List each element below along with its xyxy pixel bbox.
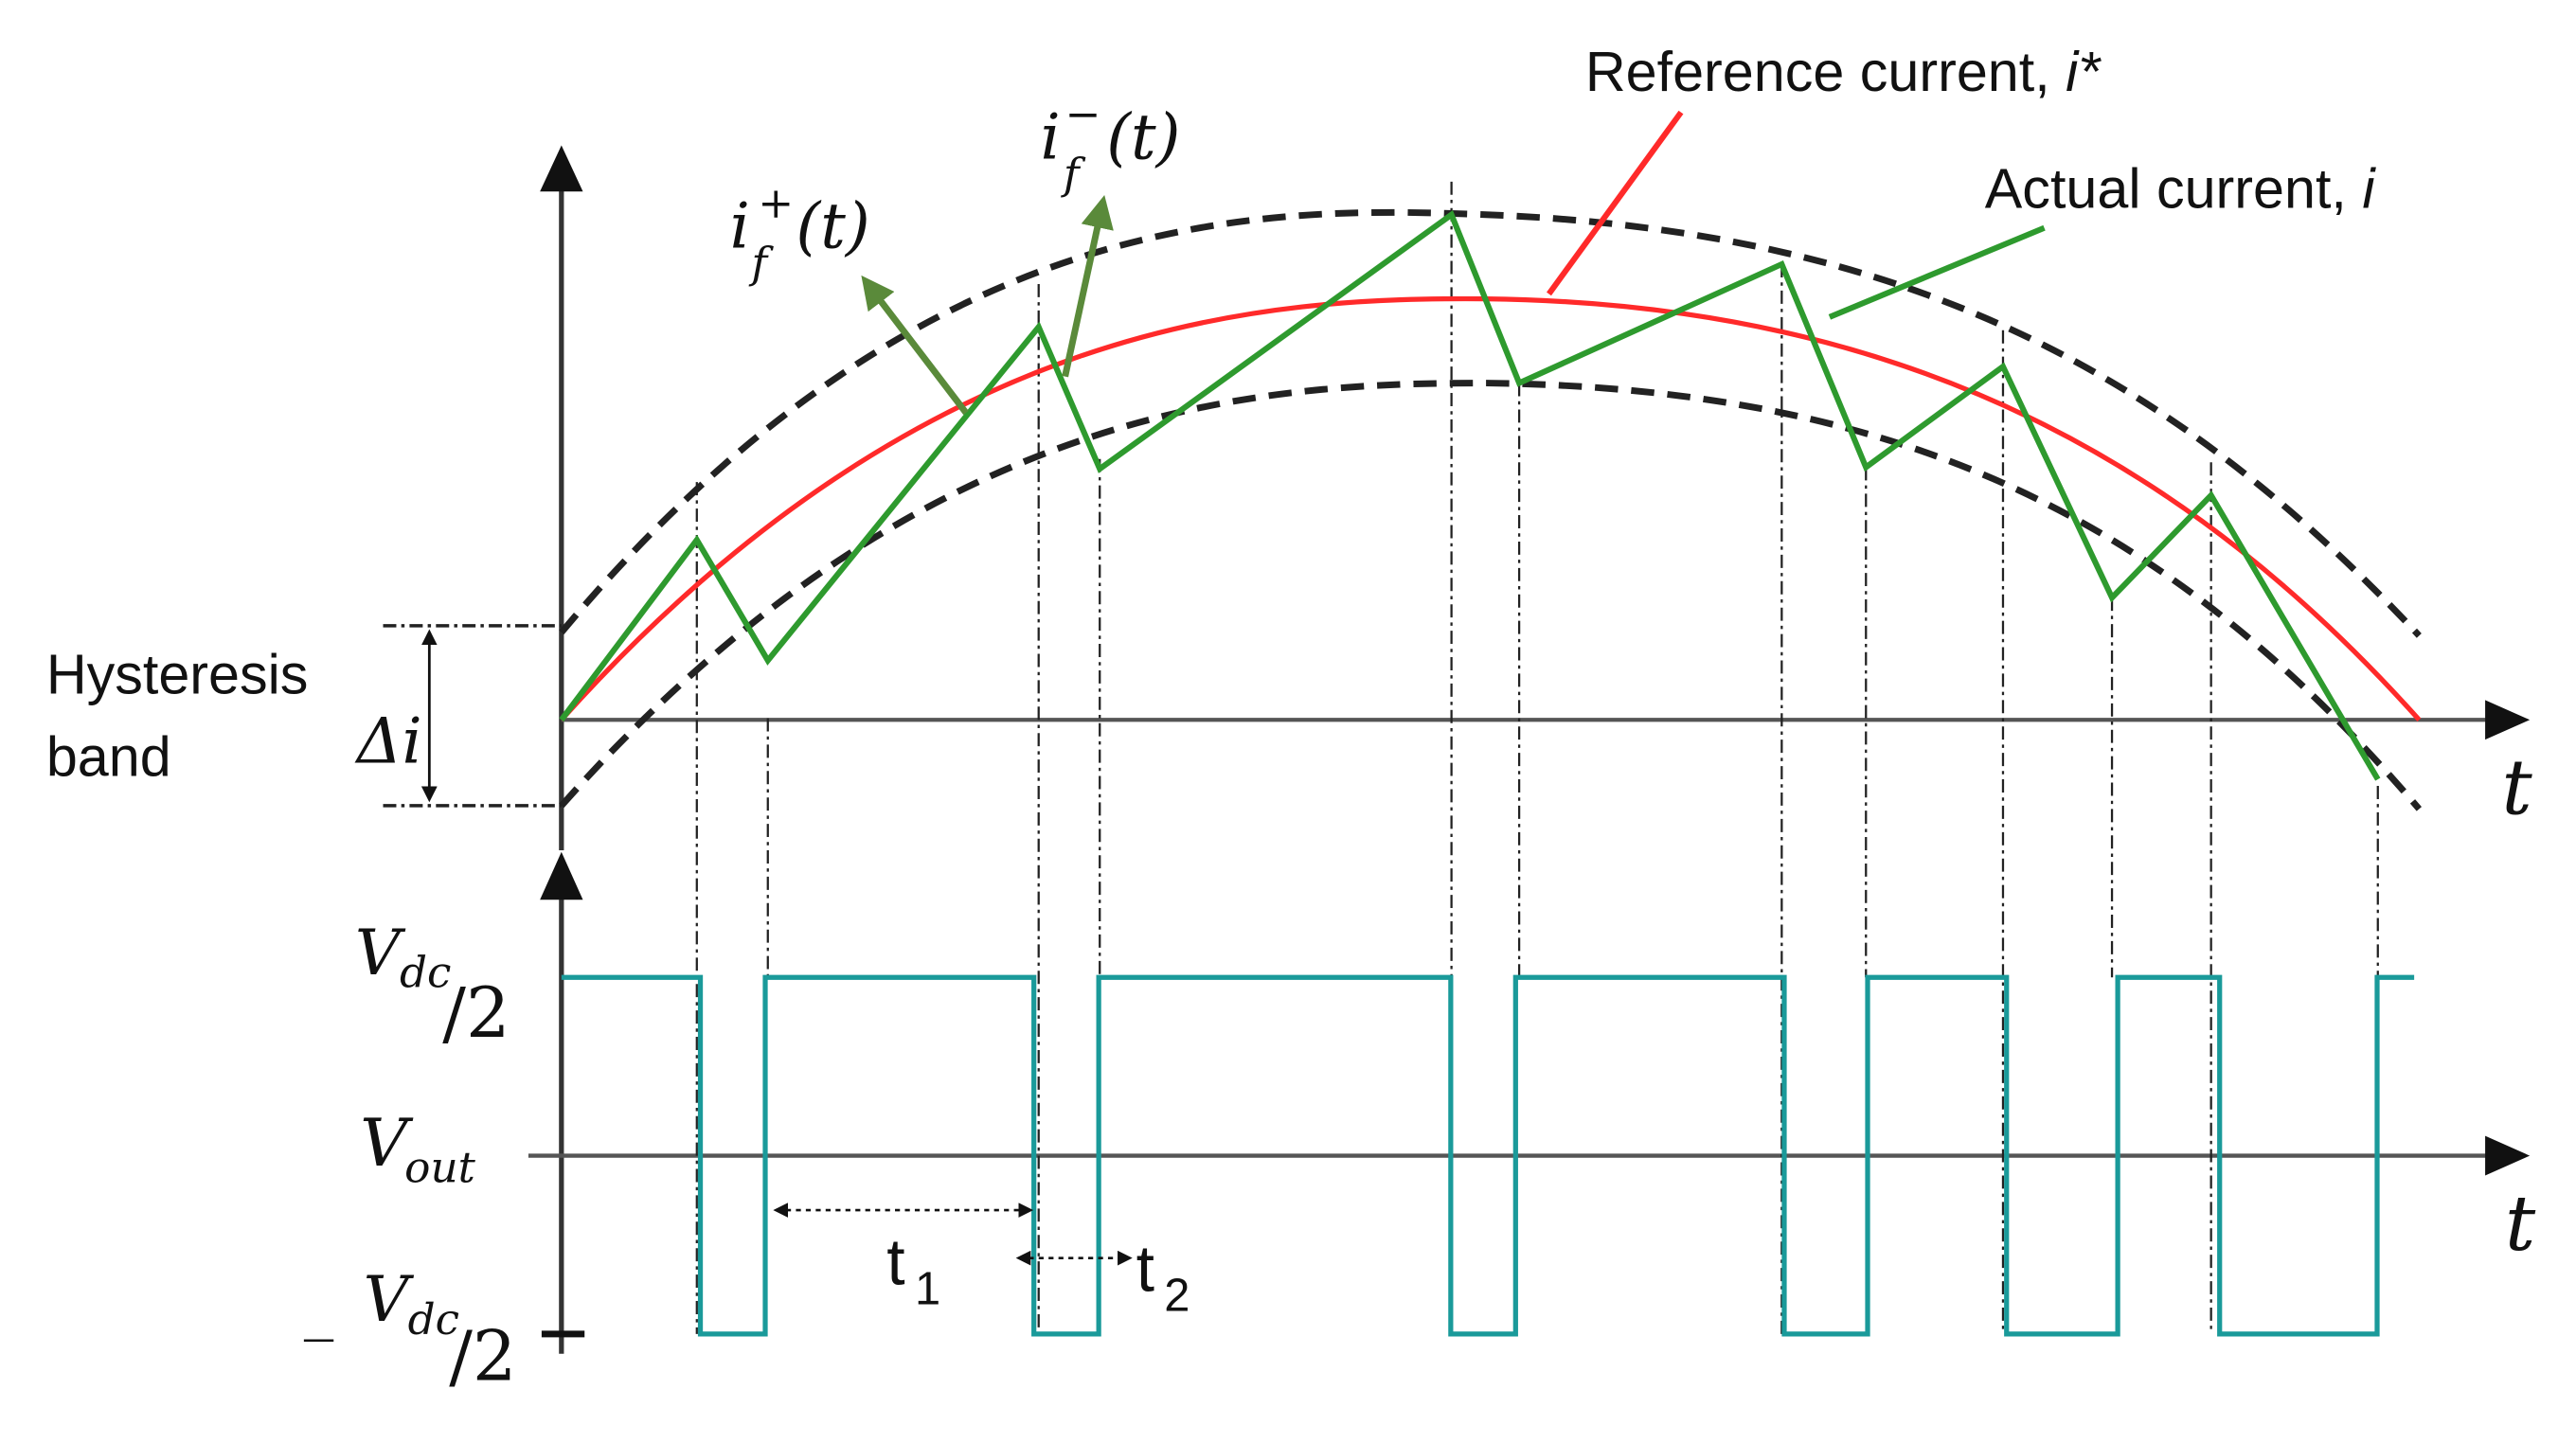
- svg-text:f: f: [748, 238, 774, 288]
- svg-text:i: i: [730, 190, 750, 263]
- hysteresis-band: [559, 208, 2423, 811]
- current-y-axis-arrowhead: [540, 145, 583, 192]
- svg-text:/2: /2: [449, 1317, 516, 1398]
- svg-text:f: f: [1061, 149, 1086, 199]
- svg-text:_: _: [304, 1273, 334, 1342]
- upper-band-boundary: [559, 208, 2422, 638]
- actual-current-label: Actual current, i: [1985, 157, 2377, 221]
- reference-current-label: Reference current, i*: [1585, 40, 2102, 103]
- svg-text:out: out: [404, 1142, 475, 1192]
- time-axis-top-arrowhead: [2485, 700, 2531, 740]
- svg-text:+: +: [758, 178, 794, 228]
- svg-text:i: i: [1040, 100, 1060, 173]
- svg-text:/2: /2: [442, 973, 510, 1054]
- if-plus-pointer: [861, 275, 969, 416]
- if-minus-label: i − f (t): [1040, 89, 1180, 199]
- delta-i-label: Δi: [354, 705, 422, 778]
- svg-text:(t): (t): [1106, 100, 1180, 173]
- voltage-y-axis-arrowhead: [540, 851, 583, 900]
- svg-text:dc: dc: [408, 1294, 459, 1345]
- delta-i-dimension: [383, 624, 562, 808]
- vdc-positive-label: V dc /2: [355, 917, 510, 1054]
- svg-text:t: t: [886, 1225, 904, 1299]
- time-axis-bottom-label: t: [2505, 1180, 2536, 1268]
- svg-text:1: 1: [915, 1263, 940, 1314]
- svg-text:2: 2: [1164, 1270, 1190, 1321]
- if-plus-label: i + f (t): [730, 178, 870, 288]
- t1-label: t 1: [886, 1225, 940, 1315]
- actual-current-pointer: [1828, 224, 2046, 320]
- reference-current-pointer: [1547, 110, 1684, 296]
- svg-text:(t): (t): [796, 190, 869, 263]
- reference-current-curve: [559, 295, 2422, 722]
- svg-text:V: V: [355, 917, 406, 989]
- hysteresis-band-label-line1: Hysteresis: [46, 642, 309, 705]
- vout-label: V out: [360, 1105, 476, 1192]
- svg-text:V: V: [360, 1105, 414, 1182]
- switching-guide-lines: [695, 181, 2379, 1334]
- hysteresis-band-label-line2: band: [46, 725, 171, 789]
- output-voltage-waveform: [561, 974, 2415, 1337]
- time-axis-bottom-arrowhead: [2485, 1135, 2531, 1176]
- svg-text:−: −: [1065, 89, 1101, 139]
- svg-text:dc: dc: [400, 948, 451, 998]
- t2-label: t 2: [1136, 1232, 1190, 1322]
- lower-band-boundary: [559, 380, 2423, 811]
- time-axis-top-label: t: [2502, 744, 2533, 832]
- vdc-negative-label: _ V dc /2: [304, 1263, 517, 1398]
- svg-text:t: t: [1136, 1232, 1154, 1306]
- if-minus-pointer: [1062, 194, 1114, 378]
- upper-axes: [540, 145, 2531, 850]
- svg-text:V: V: [364, 1263, 415, 1336]
- actual-current-curve: [559, 209, 2381, 781]
- lower-axes: [528, 851, 2531, 1354]
